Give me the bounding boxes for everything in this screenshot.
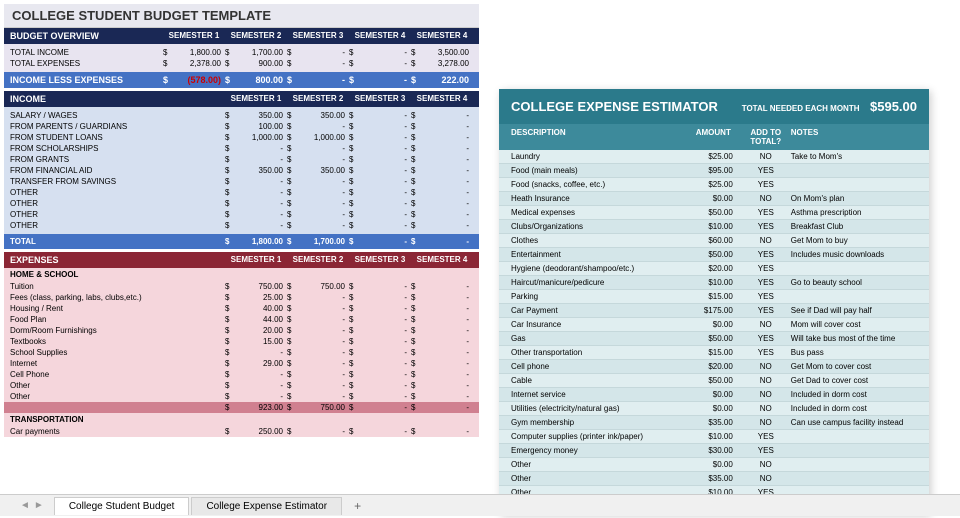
- expense-row: Fees (class, parking, labs, clubs,etc.) …: [4, 292, 479, 303]
- tab-nav-arrows: ◄ ►: [20, 500, 44, 511]
- estimator-row: Gas $50.00 YES Will take bus most of the…: [499, 332, 929, 346]
- tab-next-icon[interactable]: ►: [34, 500, 44, 511]
- estimator-row: Gym membership $35.00 NO Can use campus …: [499, 416, 929, 430]
- income-label: INCOME: [10, 94, 225, 104]
- expense-row: Dorm/Room Furnishings $20.00$-$-$-: [4, 325, 479, 336]
- tab-college-expense-estimator[interactable]: College Expense Estimator: [191, 497, 342, 515]
- tab-college-student-budget[interactable]: College Student Budget: [54, 497, 190, 515]
- page-title: COLLEGE STUDENT BUDGET TEMPLATE: [4, 4, 479, 28]
- estimator-row: Other $0.00 NO: [499, 458, 929, 472]
- expenses-header: EXPENSES SEMESTER 1 SEMESTER 2 SEMESTER …: [4, 252, 479, 268]
- expense-row: Cell Phone $-$-$-$-: [4, 369, 479, 380]
- income-row: FROM FINANCIAL AID $350.00$350.00$-$-: [4, 165, 479, 176]
- estimator-row: Internet service $0.00 NO Included in do…: [499, 388, 929, 402]
- overview-label: BUDGET OVERVIEW: [10, 31, 163, 41]
- estimator-row: Emergency money $30.00 YES: [499, 444, 929, 458]
- estimator-row: Other $35.00 NO: [499, 472, 929, 486]
- sheet-tabs: ◄ ► College Student Budget College Expen…: [0, 494, 960, 516]
- sem-header: SEMESTER 1: [163, 31, 225, 41]
- tab-add-button[interactable]: +: [344, 496, 371, 516]
- expense-row: Food Plan $44.00$-$-$-: [4, 314, 479, 325]
- income-row: OTHER $-$-$-$-: [4, 187, 479, 198]
- expense-row: Textbooks $15.00$-$-$-: [4, 336, 479, 347]
- estimator-row: Car Payment $175.00 YES See if Dad will …: [499, 304, 929, 318]
- expense-row: Other $-$-$-$-: [4, 380, 479, 391]
- sem-header: SEMESTER 2: [225, 31, 287, 41]
- income-row: FROM PARENTS / GUARDIANS $100.00$-$-$-: [4, 121, 479, 132]
- expense-group-header: TRANSPORTATION: [4, 413, 479, 426]
- estimator-panel: COLLEGE EXPENSE ESTIMATOR TOTAL NEEDED E…: [499, 89, 929, 514]
- estimator-row: Heath Insurance $0.00 NO On Mom's plan: [499, 192, 929, 206]
- estimator-total-value: $595.00: [870, 99, 917, 114]
- budget-overview-header: BUDGET OVERVIEW SEMESTER 1 SEMESTER 2 SE…: [4, 28, 479, 44]
- expense-row: Car payments $250.00$-$-$-: [4, 426, 479, 437]
- estimator-title: COLLEGE EXPENSE ESTIMATOR: [511, 99, 718, 114]
- estimator-column-headers: DESCRIPTION AMOUNT ADD TO TOTAL? NOTES: [499, 124, 929, 150]
- tab-prev-icon[interactable]: ◄: [20, 500, 30, 511]
- overview-row: TOTAL INCOME $1,800.00$1,700.00$-$-$3,50…: [4, 47, 479, 58]
- income-header: INCOME SEMESTER 1 SEMESTER 2 SEMESTER 3 …: [4, 91, 479, 107]
- estimator-total-label: TOTAL NEEDED EACH MONTH: [742, 104, 860, 113]
- estimator-row: Computer supplies (printer ink/paper) $1…: [499, 430, 929, 444]
- income-row: OTHER $-$-$-$-: [4, 198, 479, 209]
- expense-row: Tuition $750.00$750.00$-$-: [4, 281, 479, 292]
- estimator-row: Cable $50.00 NO Get Dad to cover cost: [499, 374, 929, 388]
- expenses-label: EXPENSES: [10, 255, 225, 265]
- estimator-row: Cell phone $20.00 NO Get Mom to cover co…: [499, 360, 929, 374]
- expense-subtotal: $923.00$750.00$-$-: [4, 402, 479, 413]
- estimator-row: Clothes $60.00 NO Get Mom to buy: [499, 234, 929, 248]
- expense-row: Internet $29.00$-$-$-: [4, 358, 479, 369]
- income-row: SALARY / WAGES $350.00$350.00$-$-: [4, 110, 479, 121]
- sem-header: SEMESTER 4: [411, 31, 473, 41]
- income-row: FROM SCHOLARSHIPS $-$-$-$-: [4, 143, 479, 154]
- income-row: FROM GRANTS $-$-$-$-: [4, 154, 479, 165]
- overview-row: TOTAL EXPENSES $2,378.00$900.00$-$-$3,27…: [4, 58, 479, 69]
- income-less-header: INCOME LESS EXPENSES $(578.00)$800.00$-$…: [4, 72, 479, 88]
- expense-row: Housing / Rent $40.00$-$-$-: [4, 303, 479, 314]
- income-total-row: TOTAL $1,800.00$1,700.00$-$-: [4, 234, 479, 249]
- income-row: OTHER $-$-$-$-: [4, 209, 479, 220]
- income-less-label: INCOME LESS EXPENSES: [10, 75, 163, 85]
- expense-group-header: HOME & SCHOOL: [4, 268, 479, 281]
- estimator-row: Parking $15.00 YES: [499, 290, 929, 304]
- estimator-row: Other transportation $15.00 YES Bus pass: [499, 346, 929, 360]
- estimator-row: Car Insurance $0.00 NO Mom will cover co…: [499, 318, 929, 332]
- estimator-row: Medical expenses $50.00 YES Asthma presc…: [499, 206, 929, 220]
- estimator-row: Utilities (electricity/natural gas) $0.0…: [499, 402, 929, 416]
- estimator-row: Haircut/manicure/pedicure $10.00 YES Go …: [499, 276, 929, 290]
- expense-row: School Supplies $-$-$-$-: [4, 347, 479, 358]
- estimator-header: COLLEGE EXPENSE ESTIMATOR TOTAL NEEDED E…: [499, 89, 929, 124]
- estimator-row: Entertainment $50.00 YES Includes music …: [499, 248, 929, 262]
- estimator-row: Food (main meals) $95.00 YES: [499, 164, 929, 178]
- budget-template-panel: COLLEGE STUDENT BUDGET TEMPLATE BUDGET O…: [4, 4, 479, 514]
- estimator-row: Hygiene (deodorant/shampoo/etc.) $20.00 …: [499, 262, 929, 276]
- sem-header: SEMESTER 4: [349, 31, 411, 41]
- income-row: OTHER $-$-$-$-: [4, 220, 479, 231]
- estimator-row: Laundry $25.00 NO Take to Mom's: [499, 150, 929, 164]
- estimator-row: Clubs/Organizations $10.00 YES Breakfast…: [499, 220, 929, 234]
- expense-row: Other $-$-$-$-: [4, 391, 479, 402]
- estimator-row: Food (snacks, coffee, etc.) $25.00 YES: [499, 178, 929, 192]
- income-row: FROM STUDENT LOANS $1,000.00$1,000.00$-$…: [4, 132, 479, 143]
- sem-header: SEMESTER 3: [287, 31, 349, 41]
- income-row: TRANSFER FROM SAVINGS $-$-$-$-: [4, 176, 479, 187]
